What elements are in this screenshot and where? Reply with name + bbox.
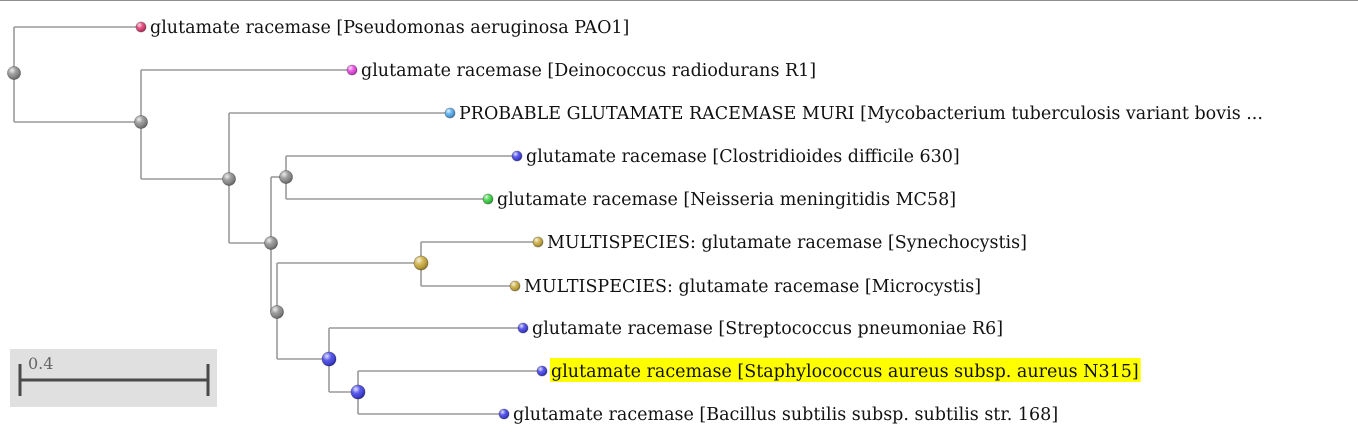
leaf-label[interactable]: glutamate racemase [Pseudomonas aerugino…	[150, 18, 629, 38]
scale-bar-label: 0.4	[28, 354, 53, 373]
leaf-label[interactable]: MULTISPECIES: glutamate racemase [Microc…	[524, 277, 981, 297]
internal-node[interactable]	[222, 172, 236, 186]
leaf-label-highlighted[interactable]: glutamate racemase [Staphylococcus aureu…	[551, 362, 1139, 382]
top-divider	[0, 0, 1358, 1]
leaf-node[interactable]	[482, 193, 494, 205]
leaf-highlights	[550, 358, 1141, 382]
internal-node[interactable]	[279, 170, 293, 184]
leaf-node[interactable]	[135, 21, 147, 33]
leaf-label[interactable]: glutamate racemase [Clostridioides diffi…	[526, 147, 960, 167]
internal-node[interactable]	[350, 384, 366, 400]
tree-nodes	[7, 21, 548, 420]
leaf-node[interactable]	[444, 107, 456, 119]
leaf-node[interactable]	[517, 322, 529, 334]
leaf-node[interactable]	[509, 280, 521, 292]
leaf-node[interactable]	[346, 64, 358, 76]
internal-node[interactable]	[264, 236, 278, 250]
leaf-label[interactable]: PROBABLE GLUTAMATE RACEMASE MURI [Mycoba…	[459, 104, 1263, 124]
internal-node[interactable]	[7, 66, 21, 80]
scale-bar-background	[10, 349, 217, 407]
internal-node[interactable]	[270, 305, 284, 319]
leaf-node[interactable]	[498, 408, 510, 420]
leaf-label[interactable]: MULTISPECIES: glutamate racemase [Synech…	[547, 233, 1027, 253]
internal-node[interactable]	[321, 351, 337, 367]
leaf-label[interactable]: glutamate racemase [Bacillus subtilis su…	[513, 405, 1058, 425]
leaf-label[interactable]: glutamate racemase [Deinococcus radiodur…	[361, 61, 816, 81]
leaf-node[interactable]	[511, 150, 523, 162]
leaf-label[interactable]: glutamate racemase [Streptococcus pneumo…	[532, 319, 1003, 339]
leaf-node[interactable]	[532, 236, 544, 248]
leaf-node[interactable]	[536, 365, 548, 377]
scale-bar: 0.4	[10, 349, 217, 407]
internal-node[interactable]	[413, 255, 429, 271]
internal-node[interactable]	[134, 115, 148, 129]
leaf-labels: glutamate racemase [Pseudomonas aerugino…	[150, 18, 1263, 425]
leaf-highlight	[550, 358, 1141, 382]
leaf-label[interactable]: glutamate racemase [Neisseria meningitid…	[497, 190, 956, 210]
